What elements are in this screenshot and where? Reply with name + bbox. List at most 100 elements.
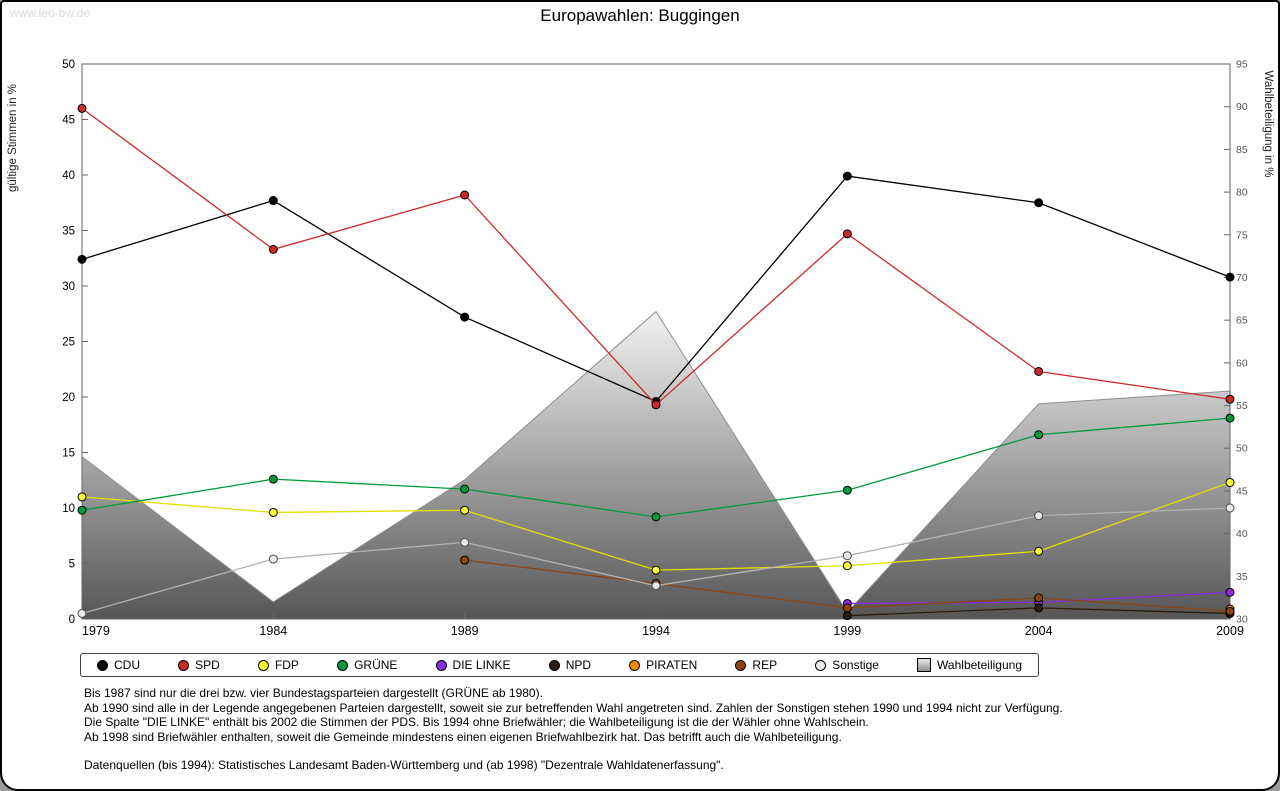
- footnote-line-2: Ab 1990 sind alle in der Legende angegeb…: [84, 700, 1063, 715]
- data-point: [842, 551, 852, 561]
- legend-swatch-wahlbeteiligung: [917, 658, 932, 672]
- watermark: www.leo-bw.de: [10, 6, 91, 20]
- right-axis-tick: 85: [1236, 144, 1248, 156]
- data-point: [268, 244, 278, 254]
- data-point: [1034, 511, 1044, 521]
- x-axis-tick: 1999: [833, 624, 861, 638]
- legend-swatch-grüne: [337, 659, 349, 671]
- data-point: [268, 554, 278, 564]
- legend-item-wahlbeteiligung: Wahlbeteiligung: [917, 658, 1022, 672]
- data-point: [460, 484, 470, 494]
- data-point: [842, 229, 852, 239]
- right-axis-tick: 70: [1236, 272, 1248, 284]
- right-axis-tick: 80: [1236, 187, 1248, 199]
- x-axis-tick: 2009: [1216, 624, 1244, 638]
- right-axis-tick: 40: [1236, 528, 1248, 540]
- legend-item-cdu: CDU: [97, 658, 140, 672]
- data-point: [1225, 477, 1235, 487]
- series-grüne: [77, 413, 1235, 522]
- legend-swatch-piraten: [629, 659, 641, 671]
- legend-label-fdp: FDP: [274, 658, 299, 672]
- x-axis-tick: 1979: [82, 624, 110, 638]
- election-chart: 0 5 10 15 20 25 30 35 40 45 50 30 35 40 45 50 55 60 65 70 75…: [7, 59, 1274, 639]
- data-point: [460, 505, 470, 515]
- left-axis-tick: 20: [62, 392, 75, 404]
- series-fdp: [77, 477, 1235, 575]
- legend-label-npd: NPD: [565, 658, 592, 672]
- data-point: [651, 565, 661, 575]
- data-point: [77, 492, 87, 502]
- y-axis-label-left: gültige Stimmen in %: [7, 84, 19, 192]
- left-axis-tick: 0: [69, 614, 75, 626]
- legend-swatch-die-linke: [435, 659, 447, 671]
- data-point: [460, 312, 470, 322]
- page-title: Europawahlen: Buggingen: [540, 6, 740, 25]
- legend-label-grüne: GRÜNE: [354, 658, 398, 672]
- data-point: [460, 555, 470, 565]
- right-axis-tick: 65: [1236, 315, 1248, 327]
- data-point: [1225, 587, 1235, 597]
- legend-label-die-linke: DIE LINKE: [452, 658, 511, 672]
- footnote-line-3: Die Spalte "DIE LINKE" enthält bis 2002 …: [84, 715, 869, 729]
- data-point: [77, 103, 87, 113]
- data-source-note: Datenquellen (bis 1994): Statistisches L…: [84, 758, 724, 772]
- left-axis-tick: 5: [69, 559, 75, 571]
- data-point: [651, 512, 661, 522]
- footnote-line-1: Bis 1987 sind nur die drei bzw. vier Bun…: [84, 686, 543, 700]
- data-point: [460, 537, 470, 547]
- legend-swatch-spd: [178, 659, 190, 671]
- data-point: [842, 611, 852, 621]
- legend-label-spd: SPD: [195, 658, 220, 672]
- data-point: [842, 561, 852, 571]
- x-axis-tick: 2004: [1025, 624, 1053, 638]
- data-point: [268, 474, 278, 484]
- right-axis-tick: 95: [1236, 59, 1248, 71]
- left-axis-tick: 35: [62, 226, 75, 238]
- left-axis-tick: 10: [62, 503, 75, 515]
- data-point: [268, 196, 278, 206]
- data-point: [842, 485, 852, 495]
- footnote-line-4: Ab 1998 sind Briefwähler enthalten, sowe…: [84, 729, 842, 744]
- legend-swatch-rep: [735, 659, 747, 671]
- chart-legend: CDU SPD FDP GRÜNE DIE LINKE NPD PIRATEN REP Sons…: [80, 653, 1039, 677]
- legend-swatch-sonstige: [815, 659, 827, 671]
- legend-label-piraten: PIRATEN: [646, 658, 698, 672]
- left-axis-tick: 25: [62, 337, 75, 349]
- data-point: [1225, 503, 1235, 513]
- data-point: [460, 190, 470, 200]
- left-axis-tick: 30: [62, 281, 75, 293]
- legend-item-sonstige: Sonstige: [815, 658, 879, 672]
- series-spd: [77, 103, 1235, 410]
- right-axis-tick: 35: [1236, 571, 1248, 583]
- y-axis-label-right: Wahlbeteiligung in %: [1262, 71, 1274, 178]
- data-point: [1225, 394, 1235, 404]
- left-axis-tick: 15: [62, 448, 75, 460]
- legend-label-rep: REP: [752, 658, 778, 672]
- data-point: [1034, 546, 1044, 556]
- data-point: [651, 581, 661, 591]
- legend-item-die-linke: DIE LINKE: [435, 658, 511, 672]
- right-axis-tick: 50: [1236, 443, 1248, 455]
- right-axis-tick: 45: [1236, 485, 1248, 497]
- legend-label-wahlbeteiligung: Wahlbeteiligung: [937, 658, 1022, 672]
- data-point: [1225, 272, 1235, 282]
- x-axis-tick: 1989: [451, 624, 479, 638]
- data-point: [651, 400, 661, 410]
- left-axis-tick: 40: [62, 170, 75, 182]
- data-point: [1034, 366, 1044, 376]
- legend-item-piraten: PIRATEN: [629, 658, 697, 672]
- data-point: [77, 505, 87, 515]
- data-point: [268, 507, 278, 517]
- legend-item-fdp: FDP: [257, 658, 299, 672]
- data-point: [1225, 606, 1235, 616]
- legend-label-cdu: CDU: [114, 658, 140, 672]
- data-point: [1034, 593, 1044, 603]
- right-axis-tick: 30: [1236, 614, 1248, 626]
- legend-swatch-cdu: [97, 659, 108, 671]
- data-point: [77, 608, 87, 618]
- data-point: [1034, 603, 1044, 613]
- data-point: [842, 171, 852, 181]
- right-axis-tick: 90: [1236, 101, 1248, 113]
- right-axis-tick: 60: [1236, 357, 1248, 369]
